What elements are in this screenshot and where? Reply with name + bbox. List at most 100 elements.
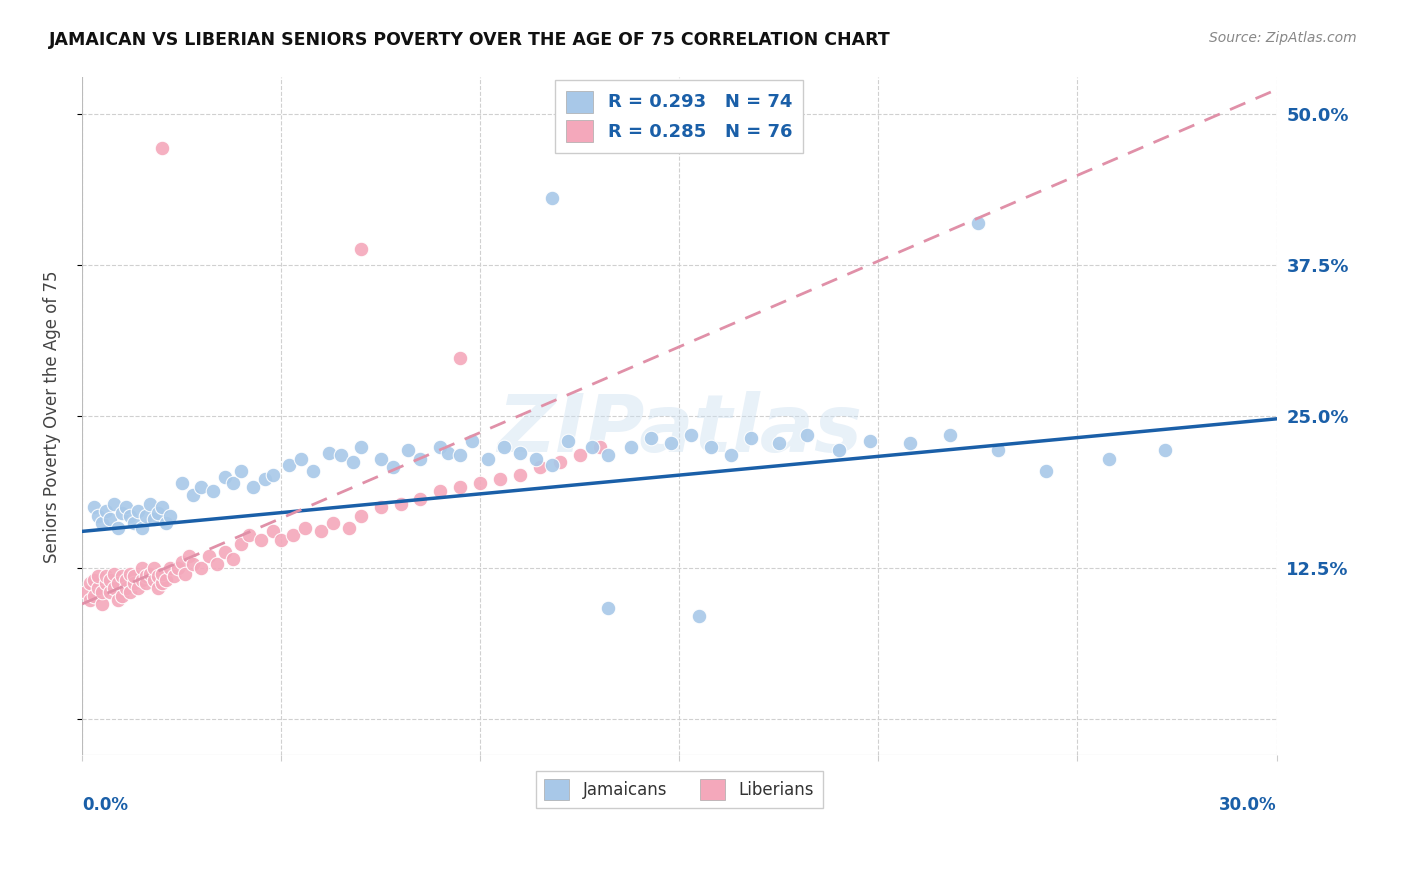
Point — [222, 475, 245, 490]
Point — [150, 566, 173, 581]
Point — [509, 446, 531, 460]
Point — [350, 243, 373, 257]
Point — [131, 560, 153, 574]
Point — [302, 464, 325, 478]
Point — [83, 500, 105, 515]
Point — [470, 475, 492, 490]
Point — [75, 585, 97, 599]
Point — [107, 593, 129, 607]
Point — [342, 455, 364, 469]
Point — [238, 528, 260, 542]
Point — [1098, 451, 1121, 466]
Point — [174, 566, 197, 581]
Point — [111, 506, 134, 520]
Point — [79, 576, 101, 591]
Point — [449, 351, 471, 366]
Point — [659, 436, 682, 450]
Point — [198, 549, 221, 563]
Point — [146, 569, 169, 583]
Point — [827, 443, 849, 458]
Text: 30.0%: 30.0% — [1219, 796, 1277, 814]
Text: 0.0%: 0.0% — [82, 796, 128, 814]
Point — [87, 508, 110, 523]
Point — [898, 436, 921, 450]
Point — [90, 516, 112, 530]
Point — [118, 566, 141, 581]
Point — [159, 560, 181, 574]
Point — [278, 458, 301, 472]
Point — [318, 446, 340, 460]
Text: Source: ZipAtlas.com: Source: ZipAtlas.com — [1209, 31, 1357, 45]
Point — [242, 480, 264, 494]
Point — [150, 500, 173, 515]
Point — [142, 512, 165, 526]
Point — [155, 516, 177, 530]
Point — [540, 192, 562, 206]
Point — [202, 484, 225, 499]
Point — [270, 533, 292, 547]
Point — [529, 460, 551, 475]
Point — [118, 508, 141, 523]
Point — [146, 582, 169, 596]
Point — [429, 440, 451, 454]
Point — [449, 480, 471, 494]
Point — [90, 585, 112, 599]
Point — [967, 216, 990, 230]
Point — [107, 521, 129, 535]
Point — [146, 506, 169, 520]
Point — [94, 576, 117, 591]
Point — [94, 504, 117, 518]
Point — [620, 440, 643, 454]
Point — [322, 516, 344, 530]
Point — [398, 443, 420, 458]
Point — [103, 582, 125, 596]
Text: ZIPatlas: ZIPatlas — [496, 391, 862, 469]
Point — [939, 427, 962, 442]
Point — [700, 440, 723, 454]
Point — [290, 451, 312, 466]
Point — [309, 524, 332, 539]
Point — [190, 480, 212, 494]
Point — [370, 500, 392, 515]
Point — [166, 560, 188, 574]
Point — [1154, 443, 1177, 458]
Point — [254, 472, 277, 486]
Point — [409, 491, 432, 506]
Point — [222, 552, 245, 566]
Point — [87, 569, 110, 583]
Point — [183, 488, 205, 502]
Point — [135, 569, 157, 583]
Point — [131, 521, 153, 535]
Point — [509, 467, 531, 482]
Point — [987, 443, 1010, 458]
Point — [250, 533, 273, 547]
Point — [231, 536, 253, 550]
Point — [437, 446, 460, 460]
Point — [118, 585, 141, 599]
Point — [494, 440, 516, 454]
Legend: Jamaicans, Liberians: Jamaicans, Liberians — [536, 771, 823, 808]
Point — [98, 573, 121, 587]
Point — [111, 569, 134, 583]
Point — [127, 582, 149, 596]
Point — [350, 508, 373, 523]
Point — [588, 440, 610, 454]
Point — [449, 448, 471, 462]
Point — [740, 431, 762, 445]
Point — [370, 451, 392, 466]
Point — [350, 440, 373, 454]
Point — [159, 508, 181, 523]
Point — [83, 573, 105, 587]
Point — [768, 436, 790, 450]
Point — [461, 434, 484, 448]
Point — [90, 597, 112, 611]
Point — [150, 576, 173, 591]
Point — [281, 528, 304, 542]
Point — [859, 434, 882, 448]
Point — [79, 593, 101, 607]
Point — [114, 500, 136, 515]
Point — [103, 566, 125, 581]
Point — [796, 427, 818, 442]
Point — [548, 455, 571, 469]
Point — [107, 576, 129, 591]
